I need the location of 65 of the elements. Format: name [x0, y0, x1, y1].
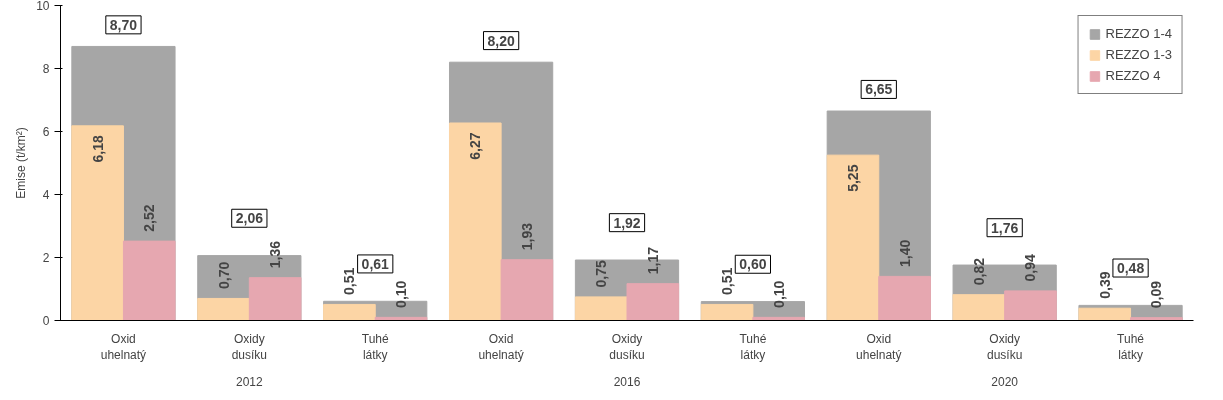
legend-label: REZZO 1-3	[1105, 47, 1172, 62]
data-label: 1,36	[267, 240, 284, 269]
data-label: 0,51	[719, 267, 736, 295]
data-label: 0,82	[970, 257, 987, 286]
legend-label: REZZO 1-4	[1105, 26, 1172, 41]
bar	[197, 297, 250, 321]
text: 2012	[235, 374, 264, 389]
data-label: 0,60	[739, 256, 767, 273]
x-tick-label: Tuhé látky	[361, 331, 389, 363]
data-label: 0,10	[393, 280, 410, 308]
y-tick-label: 0	[42, 314, 50, 328]
data-label: 6,27	[467, 132, 484, 160]
data-label: 6,65	[865, 81, 893, 98]
bar	[449, 122, 502, 321]
x-tick-label: Tuhé látky	[1117, 331, 1145, 363]
bar	[248, 277, 302, 321]
y-axis-title: Emise (t/km²)	[14, 127, 29, 199]
bar	[1004, 290, 1057, 321]
x-tick-label: Tuhé látky	[739, 331, 767, 363]
bar	[626, 283, 680, 321]
data-label: 1,93	[518, 222, 535, 251]
data-label: 0,61	[361, 255, 390, 272]
y-tick-label: 10	[36, 0, 50, 13]
bar	[500, 259, 554, 321]
data-label: 2,52	[141, 204, 158, 232]
data-label: 2,06	[235, 210, 264, 227]
data-label: 0,10	[770, 280, 787, 308]
text: 2020	[991, 374, 1019, 389]
bar	[323, 303, 376, 321]
legend-label: REZZO 4	[1105, 68, 1161, 83]
data-label: 1,17	[644, 246, 661, 275]
data-label: 0,39	[1096, 271, 1113, 299]
y-tick-label: 2	[42, 251, 50, 265]
y-tick-label: 4	[42, 188, 50, 202]
data-label: 1,76	[991, 219, 1019, 236]
data-label: 8,70	[109, 16, 138, 33]
bar	[1078, 307, 1132, 321]
x-tick-label: Oxid uhelnatý	[478, 331, 524, 363]
data-label: 8,20	[487, 32, 515, 49]
data-label: 6,18	[89, 135, 106, 163]
x-tick-label: Oxid uhelnatý	[856, 331, 902, 363]
bar	[574, 296, 628, 321]
data-label: 1,40	[896, 239, 913, 267]
x-tick-label: Oxidy dusíku	[231, 331, 268, 363]
x-tick-label: Oxid uhelnatý	[100, 331, 147, 363]
x-tick-label: Oxidy dusíku	[609, 331, 645, 363]
data-label: 0,51	[341, 267, 358, 295]
bar	[71, 125, 124, 321]
data-label: 0,70	[215, 261, 232, 289]
data-label: 1,92	[613, 214, 641, 231]
bar	[826, 154, 880, 321]
bar	[1130, 317, 1183, 321]
data-label: 0,48	[1116, 260, 1145, 277]
data-label: 0,94	[1022, 253, 1039, 282]
y-tick-label: 6	[42, 125, 50, 139]
y-tick-label: 8	[42, 62, 50, 76]
bar	[952, 294, 1006, 321]
data-label: 0,09	[1148, 280, 1165, 309]
data-label: 0,75	[593, 259, 610, 288]
bar	[700, 303, 754, 321]
x-tick-label: Oxidy dusíku	[986, 331, 1023, 363]
bar	[878, 275, 931, 321]
text: 2016	[613, 374, 641, 389]
bar	[122, 240, 176, 321]
data-label: 5,25	[844, 164, 861, 192]
